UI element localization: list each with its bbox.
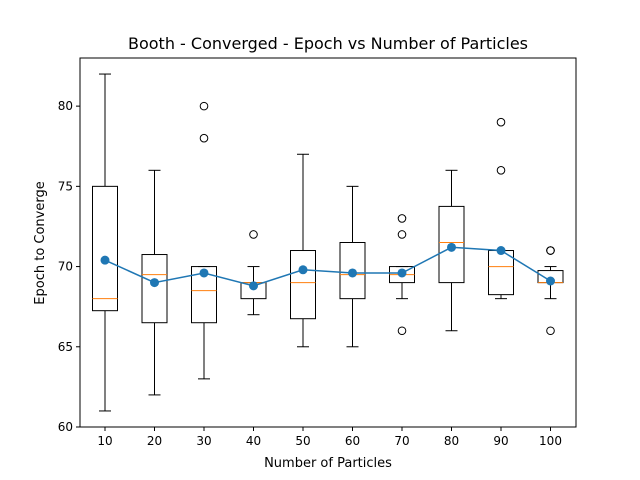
box <box>339 242 366 300</box>
box <box>191 266 217 324</box>
outlier-point <box>397 326 407 336</box>
mean-point <box>496 246 506 256</box>
mean-point <box>199 268 209 278</box>
x-tick-label: 10 <box>97 434 112 448</box>
box-group-40 <box>240 230 267 316</box>
y-axis-label: Epoch to Converge <box>33 181 48 304</box>
box <box>92 185 118 312</box>
mean-point <box>546 276 555 286</box>
x-axis-label: Number of Particles <box>264 456 392 471</box>
plot-area <box>92 73 564 412</box>
outlier-point <box>249 230 258 239</box>
mean-point <box>397 268 407 278</box>
plot-frame <box>79 57 577 428</box>
x-tick-label: 30 <box>196 434 211 448</box>
x-tick-label: 50 <box>295 434 310 448</box>
y-tick-label: 60 <box>58 420 73 434</box>
x-tick-label: 70 <box>394 434 409 448</box>
mean-point <box>100 255 110 265</box>
mean-point <box>447 242 456 252</box>
box <box>141 254 168 324</box>
x-tick-label: 40 <box>246 434 261 448</box>
box-group-50 <box>290 153 316 348</box>
axes: 10 20 30 40 50 60 70 80 90 100 60 65 70 75 80 <box>58 99 562 448</box>
mean-line <box>104 246 551 287</box>
y-tick-label: 65 <box>58 340 73 354</box>
box-group-20 <box>141 169 168 396</box>
y-tick-label: 80 <box>58 99 73 113</box>
chart-title: Booth - Converged - Epoch vs Number of P… <box>128 34 528 53</box>
y-tick-label: 70 <box>58 260 73 274</box>
outlier-point <box>546 246 555 255</box>
x-tick-label: 100 <box>539 434 562 448</box>
x-tick-label: 80 <box>444 434 459 448</box>
outlier-point <box>397 230 407 239</box>
mean-point <box>348 268 357 278</box>
outlier-point <box>496 117 506 127</box>
x-tick-label: 20 <box>147 434 162 448</box>
x-tick-label: 90 <box>493 434 508 448</box>
box-group-10 <box>92 73 118 412</box>
outlier-point <box>199 133 209 143</box>
outlier-point <box>199 101 209 111</box>
box-group-90 <box>488 117 514 300</box>
box-group-60 <box>339 185 366 348</box>
box <box>488 250 514 296</box>
box-group-80 <box>438 169 465 332</box>
x-tick-label: 60 <box>345 434 360 448</box>
box-group-100 <box>537 246 564 336</box>
box <box>290 250 316 320</box>
outlier-point <box>397 214 407 223</box>
box-group-30 <box>191 101 217 380</box>
y-tick-label: 75 <box>58 179 73 193</box>
mean-point <box>298 265 308 275</box>
outlier-point <box>546 326 555 336</box>
mean-point <box>249 281 258 291</box>
outlier-point <box>496 166 506 175</box>
mean-point <box>150 278 159 288</box>
box <box>438 205 465 284</box>
